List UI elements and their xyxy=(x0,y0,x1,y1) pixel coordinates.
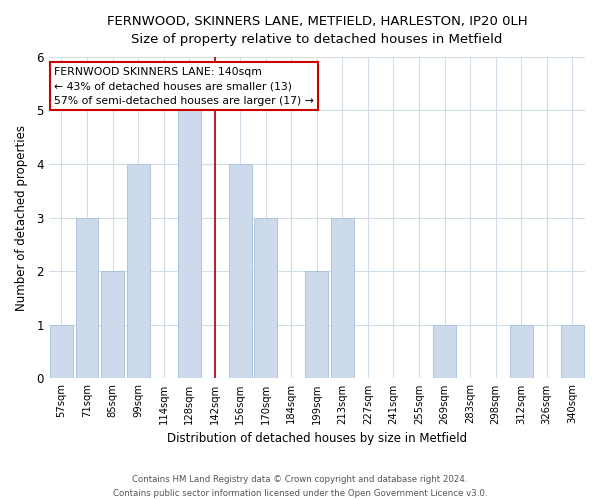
Text: FERNWOOD SKINNERS LANE: 140sqm
← 43% of detached houses are smaller (13)
57% of : FERNWOOD SKINNERS LANE: 140sqm ← 43% of … xyxy=(54,66,314,106)
Bar xyxy=(254,218,277,378)
Bar xyxy=(509,325,533,378)
Title: FERNWOOD, SKINNERS LANE, METFIELD, HARLESTON, IP20 0LH
Size of property relative: FERNWOOD, SKINNERS LANE, METFIELD, HARLE… xyxy=(107,15,527,46)
Bar xyxy=(101,271,124,378)
Bar xyxy=(305,271,328,378)
Bar xyxy=(178,110,200,378)
Bar xyxy=(229,164,252,378)
Bar xyxy=(433,325,456,378)
Bar xyxy=(76,218,98,378)
Y-axis label: Number of detached properties: Number of detached properties xyxy=(15,124,28,310)
Bar xyxy=(331,218,354,378)
Bar xyxy=(561,325,584,378)
Bar xyxy=(50,325,73,378)
Bar xyxy=(127,164,149,378)
X-axis label: Distribution of detached houses by size in Metfield: Distribution of detached houses by size … xyxy=(167,432,467,445)
Text: Contains HM Land Registry data © Crown copyright and database right 2024.
Contai: Contains HM Land Registry data © Crown c… xyxy=(113,476,487,498)
